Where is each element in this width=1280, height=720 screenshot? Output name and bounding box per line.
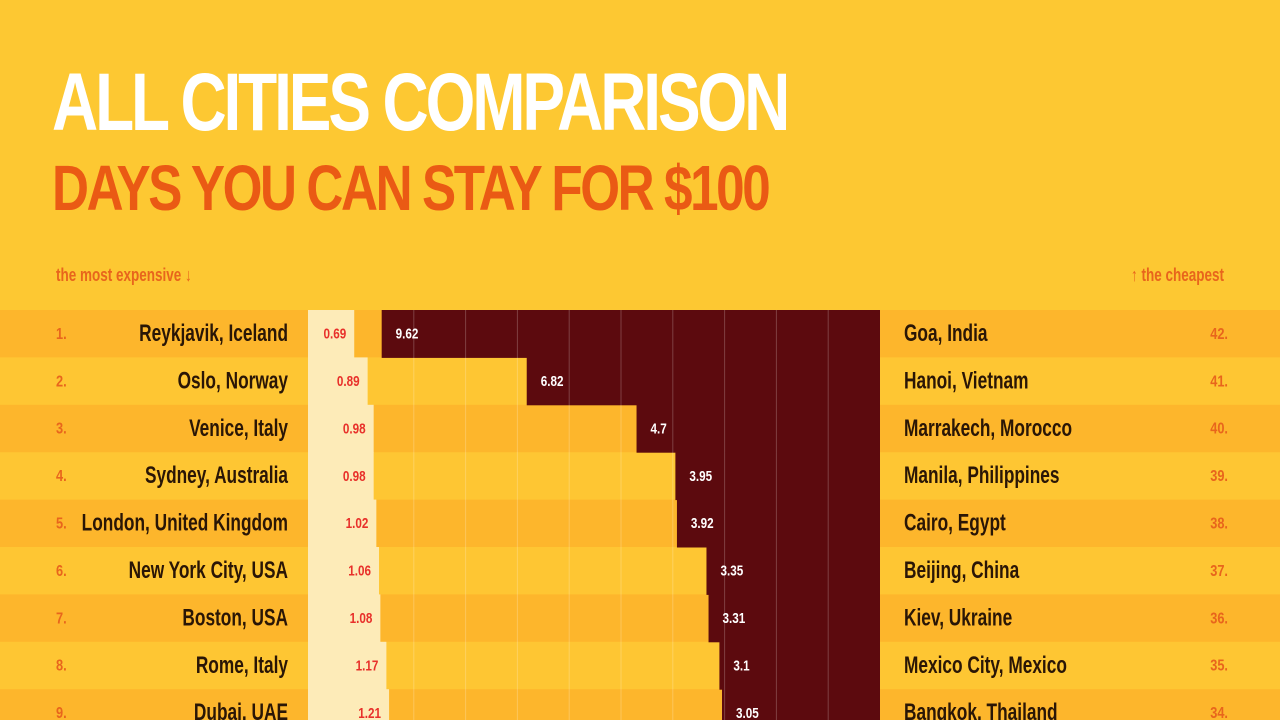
cheapest-city-label: Bangkok, Thailand [904,700,1058,720]
expensive-city-label: Reykjavik, Iceland [139,320,288,346]
cheapest-city-label: Marrakech, Morocco [904,415,1072,441]
expensive-city-label: Rome, Italy [196,652,288,678]
row-background [0,689,1280,720]
cheapest-city-label: Manila, Philippines [904,463,1060,489]
expensive-rank: 5. [56,515,67,533]
cheapest-note: ↑ the cheapest [1130,265,1224,285]
cheapest-rank: 40. [1210,420,1228,438]
cheapest-value-label: 4.7 [651,420,667,437]
expensive-value-label: 0.98 [343,467,366,484]
row-background [0,547,1280,595]
expensive-value-label: 0.69 [323,325,346,342]
cheapest-bar [381,310,880,358]
expensive-rank: 1. [56,326,67,344]
expensive-value-label: 1.17 [356,657,379,674]
expensive-bar [308,404,374,453]
cheapest-rank: 37. [1210,563,1228,581]
cheapest-bar [706,547,880,595]
expensive-bar [308,499,377,548]
cheapest-value-label: 3.35 [720,562,743,579]
cheapest-value-label: 9.62 [396,325,419,342]
expensive-value-label: 0.98 [343,420,366,437]
cheapest-city-label: Goa, India [904,320,988,346]
expensive-value-label: 1.02 [346,515,369,532]
expensive-bar [308,689,390,720]
row-background [0,499,1280,548]
expensive-rank: 7. [56,610,67,628]
page-subtitle: DAYS YOU CAN STAY FOR $100 [52,152,771,224]
expensive-city-label: Boston, USA [182,605,288,631]
expensive-value-label: 1.21 [358,704,381,720]
expensive-bar [308,547,380,595]
row-background [0,594,1280,643]
row-background [0,452,1280,501]
expensive-value-label: 0.89 [337,373,360,390]
cheapest-bar [722,689,880,720]
cheapest-city-label: Hanoi, Vietnam [904,368,1028,394]
cheapest-value-label: 3.05 [736,704,759,720]
expensive-bar [308,641,387,690]
cheapest-rank: 36. [1210,610,1228,628]
expensive-city-label: London, United Kingdom [82,510,288,536]
expensive-rank: 9. [56,705,67,720]
cheapest-bar [636,404,880,453]
expensive-bar [308,357,368,406]
cheapest-bar [675,452,880,501]
cheapest-city-label: Kiev, Ukraine [904,605,1012,631]
cheapest-city-label: Mexico City, Mexico [904,652,1067,678]
expensive-bar [308,310,355,358]
cheapest-rank: 39. [1210,468,1228,486]
cheapest-value-label: 3.31 [723,610,746,627]
expensive-rank: 6. [56,563,67,581]
most-expensive-note: the most expensive ↓ [56,265,192,285]
expensive-rank: 8. [56,657,67,675]
page-title: ALL CITIES COMPARISON [52,57,790,148]
expensive-value-label: 1.06 [348,562,371,579]
expensive-rank: 2. [56,373,67,391]
expensive-city-label: Venice, Italy [189,415,288,441]
expensive-city-label: Dubai, UAE [194,700,288,720]
expensive-value-label: 1.08 [350,610,373,627]
row-background [0,641,1280,690]
expensive-city-label: Oslo, Norway [178,368,289,394]
cheapest-rank: 41. [1210,373,1228,391]
cheapest-value-label: 6.82 [541,373,564,390]
cheapest-rank: 35. [1210,657,1228,675]
cheapest-rank: 34. [1210,705,1228,720]
cheapest-rank: 38. [1210,515,1228,533]
expensive-bar [308,452,374,501]
cheapest-city-label: Beijing, China [904,557,1019,583]
cheapest-value-label: 3.95 [689,467,712,484]
cheapest-bar [708,594,880,643]
cheapest-bar [526,357,880,406]
cheapest-city-label: Cairo, Egypt [904,510,1006,536]
expensive-bar [308,594,381,643]
cheapest-value-label: 3.92 [691,515,714,532]
cheapest-rank: 42. [1210,326,1228,344]
cheapest-bar [676,499,880,548]
cheapest-value-label: 3.1 [733,657,750,674]
expensive-rank: 3. [56,420,67,438]
expensive-city-label: Sydney, Australia [145,463,288,489]
expensive-rank: 4. [56,468,67,486]
cheapest-bar [719,641,880,690]
expensive-city-label: New York City, USA [129,557,288,583]
